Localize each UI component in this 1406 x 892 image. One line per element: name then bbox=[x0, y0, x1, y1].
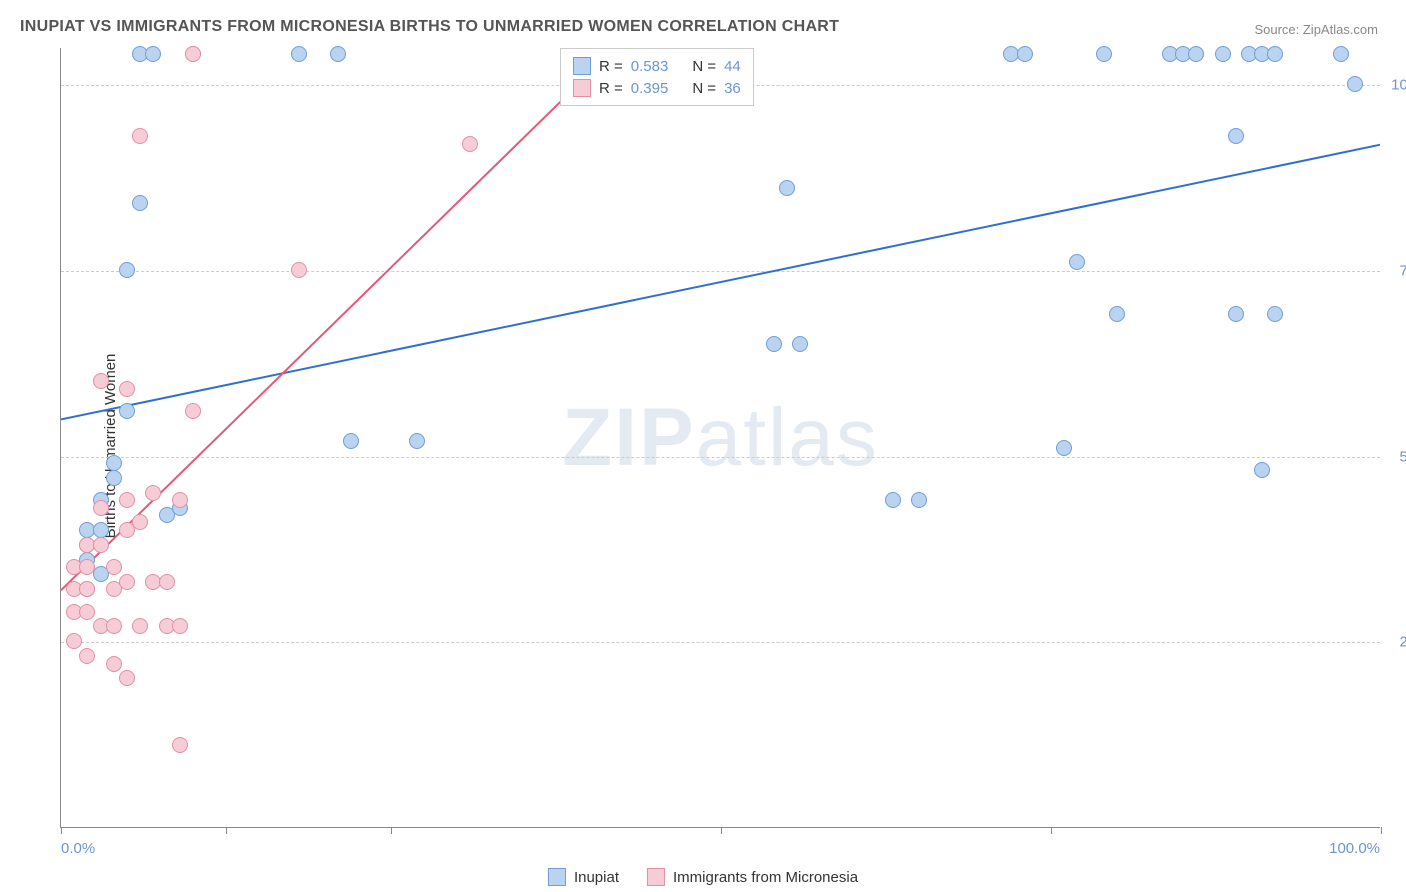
x-tick-label: 100.0% bbox=[1329, 840, 1380, 857]
data-point bbox=[185, 46, 201, 62]
data-point bbox=[93, 522, 109, 538]
data-point bbox=[132, 195, 148, 211]
data-point bbox=[291, 262, 307, 278]
data-point bbox=[1228, 128, 1244, 144]
chart-title: INUPIAT VS IMMIGRANTS FROM MICRONESIA BI… bbox=[20, 18, 839, 36]
data-point bbox=[1109, 306, 1125, 322]
data-point bbox=[79, 559, 95, 575]
data-point bbox=[119, 492, 135, 508]
data-point bbox=[1228, 306, 1244, 322]
y-tick-label: 75.0% bbox=[1399, 262, 1406, 279]
x-tick bbox=[1381, 827, 1382, 834]
data-point bbox=[119, 403, 135, 419]
r-label: R = bbox=[599, 80, 623, 97]
data-point bbox=[106, 618, 122, 634]
x-tick bbox=[1051, 827, 1052, 834]
source-label: Source: bbox=[1254, 22, 1302, 37]
data-point bbox=[1333, 46, 1349, 62]
data-point bbox=[792, 336, 808, 352]
data-point bbox=[93, 373, 109, 389]
data-point bbox=[119, 262, 135, 278]
data-point bbox=[1267, 46, 1283, 62]
n-label: N = bbox=[692, 58, 716, 75]
legend-label: Inupiat bbox=[574, 869, 619, 886]
legend-swatch bbox=[573, 79, 591, 97]
gridline bbox=[61, 457, 1380, 458]
data-point bbox=[66, 633, 82, 649]
data-point bbox=[343, 433, 359, 449]
data-point bbox=[1347, 76, 1363, 92]
data-point bbox=[291, 46, 307, 62]
data-point bbox=[93, 500, 109, 516]
x-tick bbox=[61, 827, 62, 834]
gridline bbox=[61, 642, 1380, 643]
legend-row: R = 0.583 N = 44 bbox=[573, 55, 741, 77]
data-point bbox=[106, 559, 122, 575]
data-point bbox=[409, 433, 425, 449]
correlation-legend: R = 0.583 N = 44 R = 0.395 N = 36 bbox=[560, 48, 754, 106]
source-attribution: Source: ZipAtlas.com bbox=[1254, 22, 1378, 37]
data-point bbox=[132, 128, 148, 144]
data-point bbox=[119, 670, 135, 686]
data-point bbox=[885, 492, 901, 508]
x-tick bbox=[226, 827, 227, 834]
data-point bbox=[119, 574, 135, 590]
legend-label: Immigrants from Micronesia bbox=[673, 869, 858, 886]
data-point bbox=[1017, 46, 1033, 62]
data-point bbox=[911, 492, 927, 508]
trendlines bbox=[61, 48, 1380, 827]
legend-swatch bbox=[647, 868, 665, 886]
source-name: ZipAtlas.com bbox=[1303, 22, 1378, 37]
data-point bbox=[106, 470, 122, 486]
data-point bbox=[172, 492, 188, 508]
y-tick-label: 100.0% bbox=[1391, 77, 1406, 94]
y-tick-label: 25.0% bbox=[1399, 634, 1406, 651]
data-point bbox=[106, 656, 122, 672]
data-point bbox=[79, 581, 95, 597]
data-point bbox=[132, 514, 148, 530]
data-point bbox=[145, 46, 161, 62]
n-label: N = bbox=[692, 80, 716, 97]
x-tick-label: 0.0% bbox=[61, 840, 95, 857]
data-point bbox=[145, 485, 161, 501]
data-point bbox=[1215, 46, 1231, 62]
series-legend: Inupiat Immigrants from Micronesia bbox=[548, 868, 858, 886]
n-value: 44 bbox=[724, 58, 741, 75]
data-point bbox=[132, 618, 148, 634]
data-point bbox=[1267, 306, 1283, 322]
data-point bbox=[172, 737, 188, 753]
data-point bbox=[1096, 46, 1112, 62]
legend-row: R = 0.395 N = 36 bbox=[573, 77, 741, 99]
data-point bbox=[93, 537, 109, 553]
data-point bbox=[1056, 440, 1072, 456]
data-point bbox=[79, 604, 95, 620]
n-value: 36 bbox=[724, 80, 741, 97]
data-point bbox=[779, 180, 795, 196]
data-point bbox=[1069, 254, 1085, 270]
r-label: R = bbox=[599, 58, 623, 75]
plot-area: ZIPatlas25.0%50.0%75.0%100.0%0.0%100.0% bbox=[60, 48, 1380, 828]
data-point bbox=[1188, 46, 1204, 62]
x-tick bbox=[721, 827, 722, 834]
data-point bbox=[462, 136, 478, 152]
data-point bbox=[766, 336, 782, 352]
r-value: 0.395 bbox=[631, 80, 669, 97]
legend-swatch bbox=[548, 868, 566, 886]
data-point bbox=[79, 648, 95, 664]
data-point bbox=[172, 618, 188, 634]
gridline bbox=[61, 271, 1380, 272]
data-point bbox=[330, 46, 346, 62]
watermark: ZIPatlas bbox=[562, 391, 879, 485]
y-tick-label: 50.0% bbox=[1399, 448, 1406, 465]
data-point bbox=[106, 455, 122, 471]
legend-swatch bbox=[573, 57, 591, 75]
data-point bbox=[119, 381, 135, 397]
legend-item: Immigrants from Micronesia bbox=[647, 868, 858, 886]
data-point bbox=[1254, 462, 1270, 478]
legend-item: Inupiat bbox=[548, 868, 619, 886]
data-point bbox=[159, 574, 175, 590]
data-point bbox=[185, 403, 201, 419]
r-value: 0.583 bbox=[631, 58, 669, 75]
x-tick bbox=[391, 827, 392, 834]
